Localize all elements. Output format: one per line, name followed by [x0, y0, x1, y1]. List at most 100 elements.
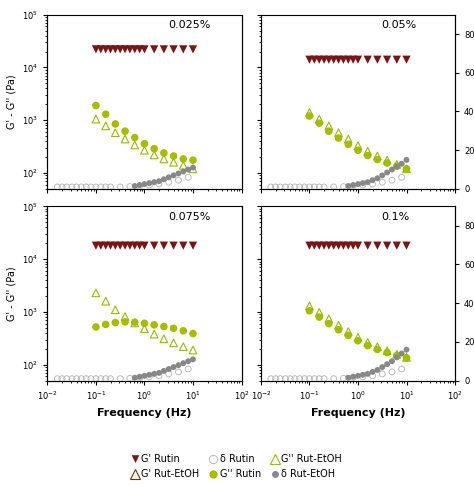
Point	[121, 127, 129, 135]
Point	[320, 242, 328, 249]
Point	[184, 173, 192, 181]
Point	[291, 183, 299, 191]
Point	[267, 183, 274, 191]
Point	[320, 183, 328, 191]
Point	[374, 366, 381, 374]
Point	[315, 308, 323, 316]
Point	[267, 375, 274, 383]
Point	[378, 171, 386, 179]
Point	[131, 182, 138, 190]
Point	[107, 375, 114, 383]
Point	[354, 146, 362, 154]
Point	[180, 45, 187, 53]
Point	[97, 242, 105, 249]
Point	[107, 183, 114, 191]
Point	[150, 242, 158, 249]
Point	[189, 346, 197, 354]
Point	[180, 359, 187, 367]
Point	[160, 45, 168, 53]
Point	[310, 375, 318, 383]
Point	[345, 327, 352, 335]
Point	[150, 178, 158, 186]
Point	[180, 155, 187, 163]
Point	[131, 374, 138, 382]
Point	[141, 45, 148, 53]
Point	[150, 370, 158, 378]
Point	[184, 365, 192, 373]
Point	[364, 370, 372, 378]
Point	[102, 375, 109, 383]
Point	[92, 102, 100, 109]
Point	[354, 142, 362, 149]
Point	[121, 135, 129, 143]
Point	[92, 323, 100, 331]
Point	[141, 325, 148, 333]
Point	[320, 375, 328, 383]
Point	[349, 373, 357, 381]
Point	[170, 171, 177, 179]
Point	[349, 181, 357, 189]
Point	[155, 177, 163, 185]
Point	[282, 375, 289, 383]
Point	[393, 351, 401, 359]
Point	[335, 56, 342, 63]
Point	[393, 162, 401, 170]
Point	[403, 165, 410, 173]
Point	[92, 242, 100, 249]
Point	[349, 374, 357, 382]
Point	[174, 361, 182, 369]
Point	[102, 242, 109, 249]
Point	[189, 156, 197, 164]
Point	[150, 321, 158, 329]
Point	[92, 375, 100, 383]
Point	[374, 174, 381, 182]
Point	[102, 321, 109, 328]
Point	[345, 374, 352, 382]
Point	[282, 183, 289, 191]
Point	[364, 152, 372, 160]
Point	[160, 155, 168, 163]
Point	[378, 178, 386, 186]
Point	[102, 122, 109, 130]
Point	[97, 45, 105, 53]
Point	[141, 319, 148, 327]
Point	[111, 120, 119, 128]
Point	[107, 242, 114, 249]
Point	[121, 45, 129, 53]
Point	[102, 110, 109, 118]
Point	[150, 330, 158, 338]
Point	[136, 373, 144, 381]
Point	[131, 45, 138, 53]
Point	[340, 374, 347, 382]
Point	[111, 306, 119, 314]
Point	[345, 242, 352, 249]
Point	[403, 346, 410, 354]
Point	[383, 159, 391, 167]
Point	[349, 182, 357, 190]
Point	[393, 353, 401, 361]
Point	[374, 56, 381, 63]
Point	[160, 149, 168, 157]
Point	[345, 135, 352, 143]
Point	[92, 183, 100, 191]
Point	[383, 56, 391, 63]
Point	[58, 375, 66, 383]
Point	[276, 375, 284, 383]
Point	[306, 375, 313, 383]
Point	[160, 242, 168, 249]
Point	[354, 242, 362, 249]
Point	[330, 56, 337, 63]
Point	[63, 183, 71, 191]
X-axis label: Frequency (Hz): Frequency (Hz)	[311, 407, 405, 418]
Point	[374, 242, 381, 249]
Point	[174, 176, 182, 184]
Point	[398, 349, 405, 357]
Point	[155, 180, 163, 188]
Point	[136, 181, 144, 189]
Point	[131, 318, 138, 326]
Point	[180, 343, 187, 350]
Point	[340, 242, 347, 249]
Point	[301, 375, 308, 383]
Point	[378, 370, 386, 378]
Point	[340, 56, 347, 63]
